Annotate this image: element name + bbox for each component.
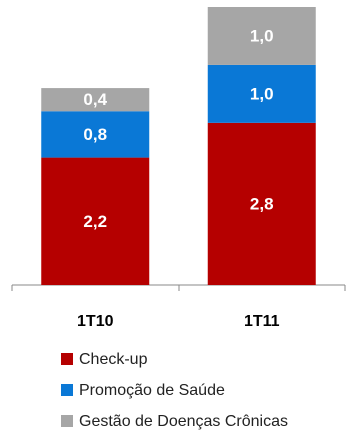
legend-label: Promoção de Saúde [79, 382, 225, 399]
bar-segment [41, 111, 150, 158]
bar-segment [41, 88, 150, 112]
value-label: 1,0 [250, 26, 274, 45]
x-tick-label: 1T10 [77, 313, 114, 330]
legend-label: Gestão de Doenças Crônicas [79, 413, 288, 430]
bar-segment [207, 7, 316, 65]
legend-swatch [61, 353, 73, 365]
value-label: 0,8 [83, 125, 107, 144]
legend-swatch [61, 384, 73, 396]
bar-segment [207, 64, 316, 123]
value-label: 2,8 [250, 194, 274, 213]
value-label: 1,0 [250, 84, 274, 103]
value-label: 2,2 [83, 212, 107, 231]
bar-segment [41, 157, 150, 285]
bar-segment [207, 122, 316, 285]
legend-label: Check-up [79, 351, 148, 368]
value-label: 0,4 [83, 90, 107, 109]
legend-swatch [61, 415, 73, 427]
x-tick-label: 1T11 [244, 313, 280, 330]
